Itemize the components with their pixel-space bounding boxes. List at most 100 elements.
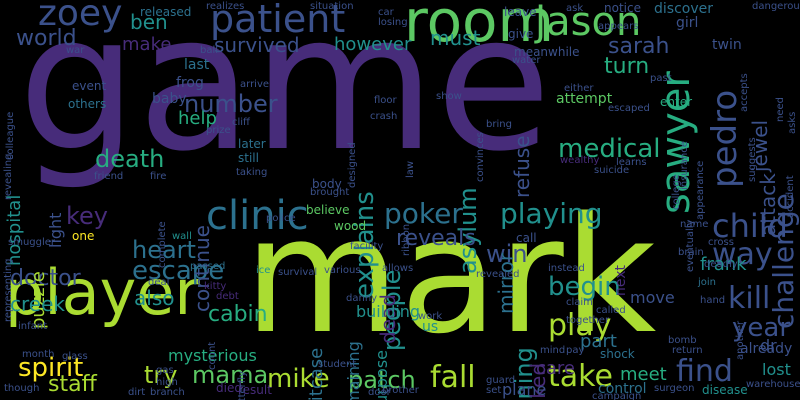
word-insurance: insurance [679,141,690,190]
word-discover: discover [654,1,713,17]
word-ball: ball [200,45,219,56]
word-reveals: reveals [396,226,476,251]
word-us: us [422,319,439,335]
word-already: already [740,341,793,357]
word-lost: lost [762,360,791,379]
word-heart: heart [132,236,196,264]
word-wealthy: wealthy [560,155,600,166]
word-either: either [564,83,594,94]
word-child: child [712,207,788,245]
word-appearance: appearance [695,160,706,220]
word-mind: mind [540,345,566,356]
word-infant: infant [18,321,48,332]
word-ice: ice [256,265,271,276]
word-way: way [712,237,773,272]
word-poker: poker [384,197,463,230]
word-shock: shock [600,347,635,361]
word-brought: brought [310,187,350,198]
word-campaign: campaign [592,391,642,400]
word-car: car [378,7,394,18]
word-mike: mike [267,364,330,394]
word-care: care [536,358,576,379]
word-warehouse: warehouse [746,379,800,390]
word-take: take [548,359,613,394]
word-accident: accident [785,175,796,218]
word-passed: passed [190,261,226,272]
word-wood: wood [334,219,367,233]
word-zoey: zoey [38,0,123,34]
word-patch: patch [348,366,416,394]
word-event: event [72,79,107,93]
word-suitcase: suitcase [306,348,327,400]
word-water: water [512,55,541,66]
word-claim: claim [566,297,593,308]
word-find: find [676,354,733,389]
word-student: student [318,359,357,370]
word-result: result [238,383,272,397]
word-kill: kill [728,281,771,316]
word-doctor: doctor [10,266,81,291]
word-deadly: deadly [704,259,738,270]
word-branch: branch [150,387,185,398]
word-convinces: convinces [475,132,486,182]
word-escaped: escaped [608,103,650,114]
word-last: last [184,57,210,73]
word-meanwhile: meanwhile [514,45,580,59]
word-suggests: suggests [747,137,758,182]
word-bomb: bomb [668,335,697,346]
word-play: play [548,308,612,343]
word-clinic: clinic [206,193,309,239]
word-baby: baby [152,91,187,107]
word-revealing: revealing [3,153,14,200]
word-player: player [5,256,200,329]
word-past: past [650,73,672,84]
word-cliff: cliff [232,117,250,128]
word-body: body [312,177,342,191]
word-however: however [334,34,412,55]
word-allows: allows [382,263,414,274]
word-deal: deal [148,277,170,288]
word-guard: guard [486,375,516,386]
word-kitty: kitty [204,281,227,292]
word-name: name [680,219,709,230]
word-girl: girl [676,15,699,31]
word-mark: mark [244,182,657,369]
word-called: called [596,305,626,316]
word-released: released [140,5,192,19]
word-taking: taking [236,167,268,178]
word-bring: bring [486,119,512,130]
word-complete: complete [157,221,168,268]
word-building: building [356,302,421,321]
word-cross: cross [708,237,734,248]
word-designed: designed [347,142,358,188]
word-brain: brain [678,247,704,258]
word-danny: danny [346,293,378,304]
word-death: death [95,145,165,173]
word-police: police [266,213,296,224]
word-law: law [405,160,416,178]
word-fire: fire [150,171,167,182]
word-game: game [18,0,552,193]
word-refuse: refuse [510,135,534,198]
word-suicide: suicide [594,165,630,176]
word-creek: creek [10,292,65,316]
word-appears: appears [598,21,639,32]
word-join: join [698,277,717,288]
word-mama: mama [192,361,269,389]
word-accepts: accepts [739,73,750,112]
word-representing: representing [3,258,14,322]
word-part: part [580,331,617,352]
word-though: though [4,383,40,394]
word-begin: begin [548,272,621,302]
word-ben: ben [130,10,168,34]
word-patient: patient [210,0,346,41]
word-later: later [238,137,266,151]
word-control: control [598,381,647,397]
word-spirit: spirit [18,353,84,383]
word-prize: prize [206,125,231,136]
word-brother: brother [382,385,419,396]
word-floor: floor [374,95,397,106]
word-revealed: revealed [476,269,520,280]
word-notice: notice [604,1,641,15]
